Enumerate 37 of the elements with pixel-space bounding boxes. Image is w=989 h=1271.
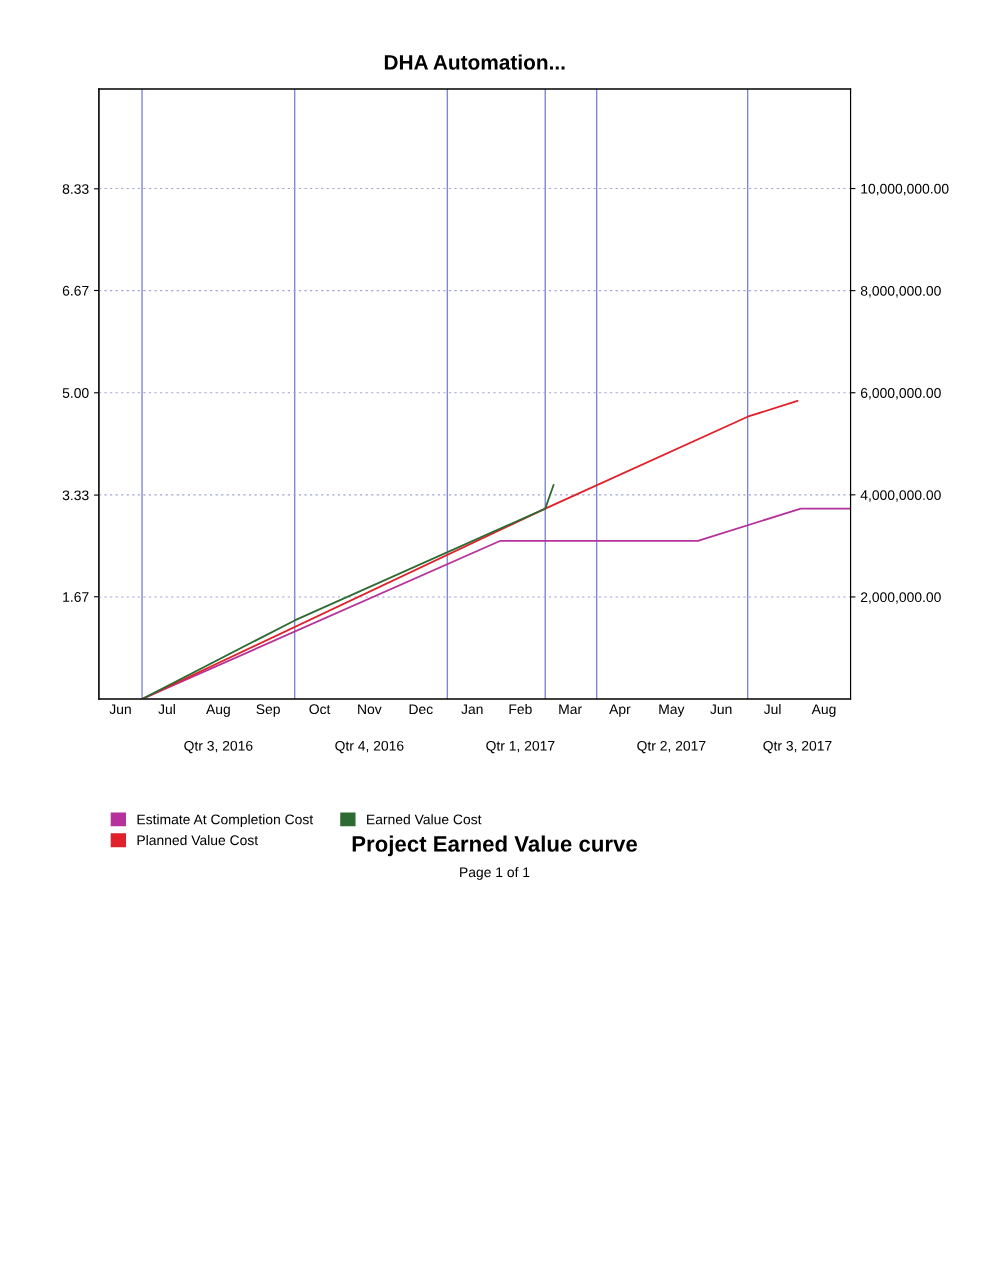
- x-tick-label: Jun: [109, 704, 131, 715]
- y2-tick-label: 8,000,000.00: [860, 285, 941, 298]
- x-tick-label: Nov: [358, 704, 382, 715]
- legend-label: Planned Value Cost: [137, 834, 259, 846]
- y-tick-label: 8.33: [62, 184, 89, 194]
- x2-tick-label: Qtr 3, 2016: [184, 740, 253, 754]
- x-tick-label: Feb: [509, 703, 532, 715]
- x-tick-label: Oct: [309, 704, 331, 715]
- line-series: [141, 484, 555, 700]
- x2-tick-label: Qtr 3, 2017: [763, 740, 832, 754]
- x-tick-label: Aug: [206, 704, 230, 717]
- legend-label: Earned Value Cost: [367, 814, 482, 825]
- x-tick-label: Jan: [461, 704, 483, 715]
- x-tick-label: Jul: [158, 703, 175, 715]
- x-tick-label: May: [659, 704, 685, 717]
- text: Page 1 of 1: [460, 866, 530, 880]
- y-tick-label: 6.67: [62, 285, 89, 296]
- x-tick-label: Apr: [609, 704, 631, 717]
- y2-tick-label: 6,000,000.00: [860, 388, 941, 400]
- y2-tick-label: 10,000,000.00: [861, 183, 949, 196]
- x-tick-label: Sep: [256, 704, 280, 717]
- y-tick-label: 3.33: [62, 490, 89, 501]
- legend-label: Estimate At Completion Cost: [137, 814, 314, 828]
- x-tick-label: Aug: [811, 704, 836, 717]
- x2-tick-label: Qtr 1, 2017: [486, 740, 555, 754]
- y2-tick-label: 2,000,000.00: [860, 592, 941, 604]
- x-tick-label: Mar: [559, 704, 582, 715]
- x-tick-label: Jul: [763, 703, 781, 715]
- x2-tick-label: Qtr 2, 2017: [637, 740, 706, 754]
- text: Project Earned Value curve: [352, 835, 638, 857]
- x-tick-label: Jun: [710, 704, 732, 715]
- chart-title: DHA Automation...: [384, 54, 565, 70]
- x-tick-label: Dec: [409, 704, 433, 715]
- y-tick-label: 1.67: [63, 592, 89, 602]
- y-tick-label: 5.00: [62, 388, 89, 398]
- x2-tick-label: Qtr 4, 2016: [335, 740, 404, 754]
- y2-tick-label: 4,000,000.00: [860, 490, 941, 502]
